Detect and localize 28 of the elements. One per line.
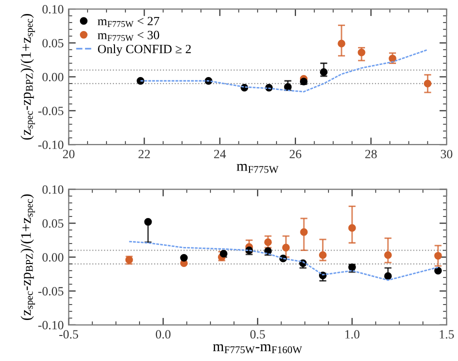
y-tick-label: 0.00 bbox=[42, 253, 64, 262]
x-tick-label: 1.0 bbox=[345, 330, 360, 339]
x-axis-title: m$_{F775W}$ bbox=[236, 164, 278, 173]
x-tick-label: -0.5 bbox=[59, 330, 78, 339]
y-tick-label: -0.10 bbox=[38, 320, 64, 330]
y-tick-label: 0.00 bbox=[42, 72, 64, 82]
y-tick-label: -0.05 bbox=[38, 287, 64, 296]
y-tick-label: 0.05 bbox=[42, 219, 64, 228]
x-tick-label: 30 bbox=[440, 150, 452, 158]
x-tick-label: 20 bbox=[63, 150, 74, 158]
x-tick-label: 1.5 bbox=[440, 330, 454, 339]
x-tick-label: 26 bbox=[290, 150, 302, 158]
y-tick-label: 0.05 bbox=[42, 38, 64, 48]
legend-label: m$_{F775W}$ < 27 bbox=[98, 16, 160, 28]
y-axis-title: (z$_{spec}$-zp$_{BPZ}$)/(1+z$_{spec}$) bbox=[20, 14, 35, 140]
y-tick-label: 0.10 bbox=[42, 5, 64, 14]
y-tick-label: -0.10 bbox=[38, 140, 64, 150]
x-tick-label: 28 bbox=[365, 150, 377, 158]
legend-label: m$_{F775W}$ < 30 bbox=[98, 30, 160, 41]
x-tick-label: 22 bbox=[138, 150, 150, 158]
legend-label: Only CONFID ≥ 2 bbox=[98, 44, 191, 56]
x-axis-title: m$_{F775W}$-m$_{F160W}$ bbox=[213, 344, 302, 354]
y-tick-label: -0.05 bbox=[38, 106, 64, 116]
y-axis-title: (z$_{spec}$-zp$_{BPZ}$)/(1+z$_{spec}$) bbox=[20, 194, 35, 320]
y-tick-label: 0.10 bbox=[42, 185, 64, 194]
x-tick-label: 0.5 bbox=[250, 330, 265, 339]
x-tick-label: 24 bbox=[214, 150, 226, 158]
x-tick-label: 0.0 bbox=[156, 330, 170, 339]
